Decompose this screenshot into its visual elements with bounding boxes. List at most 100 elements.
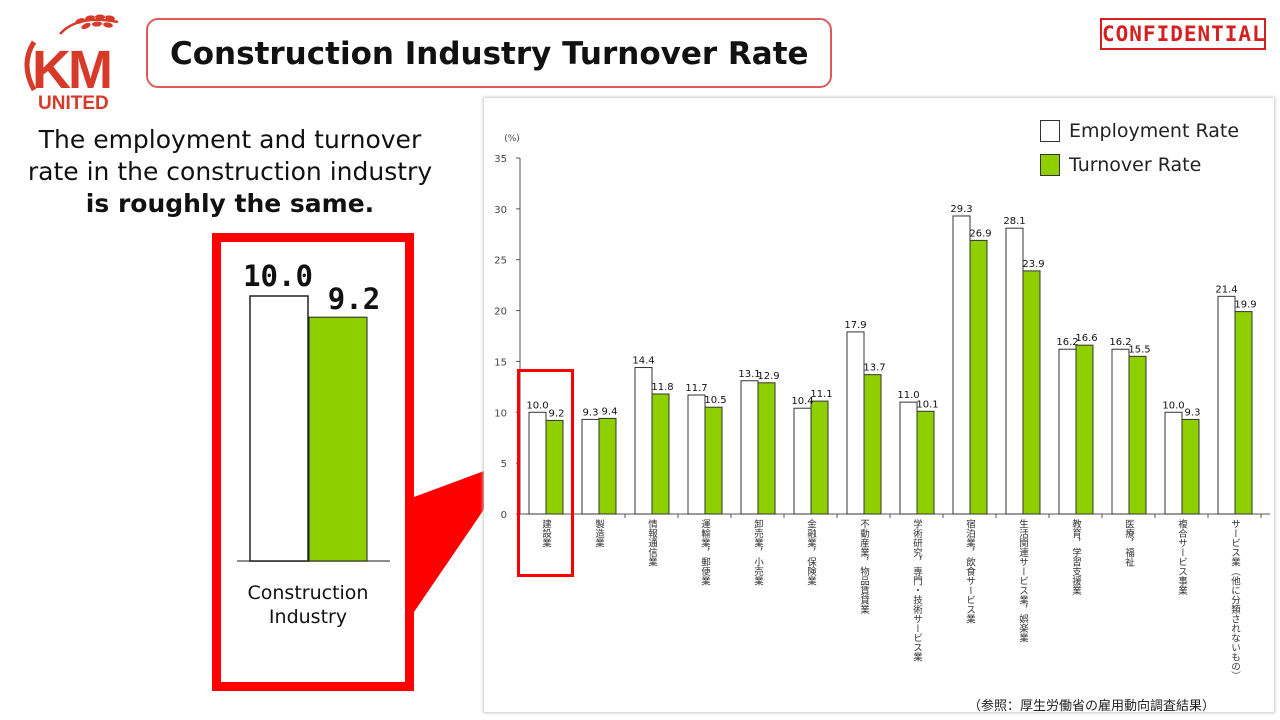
- y-tick-label: 25: [494, 256, 507, 267]
- data-label-turnover: 13.7: [863, 363, 885, 374]
- data-label-turnover: 26.9: [969, 228, 991, 239]
- data-label-employment: 16.2: [1056, 337, 1078, 348]
- category-label: 建設業: [540, 519, 551, 548]
- description: The employment and turnover rate in the …: [10, 124, 450, 220]
- category-label: 金融業，保険業: [805, 519, 816, 586]
- bar-turnover: [1234, 311, 1253, 515]
- zoom-chart: 10.0 9.2: [237, 259, 390, 562]
- category-label: 製造業: [593, 519, 604, 548]
- bar-employment: [899, 401, 918, 515]
- data-label-turnover: 9.2: [549, 408, 565, 419]
- legend-label-employment: Employment Rate: [1069, 120, 1240, 142]
- data-label-employment: 10.0: [526, 400, 548, 411]
- y-unit-label: (%): [504, 134, 520, 144]
- bar-employment: [1058, 348, 1077, 515]
- category-label: 卸売業，小売業: [752, 519, 763, 586]
- construction-highlight-box: [517, 369, 574, 577]
- data-label-turnover: 10.5: [704, 395, 726, 406]
- legend-swatch-employment: [1040, 120, 1060, 142]
- data-label-turnover: 9.3: [1185, 407, 1201, 418]
- data-label-turnover: 11.8: [651, 382, 673, 393]
- bar-turnover: [1181, 418, 1200, 515]
- y-tick-label: 30: [494, 205, 507, 216]
- bar-employment: [952, 215, 971, 515]
- y-tick-label: 20: [494, 307, 507, 318]
- bar-employment: [634, 367, 653, 515]
- bar-employment: [1217, 295, 1236, 515]
- zoom-employment-label: 10.0: [243, 259, 313, 293]
- description-line-2: rate in the construction industry: [27, 157, 433, 186]
- zoom-turnover-label: 9.2: [328, 282, 380, 316]
- bar-turnover: [916, 410, 935, 515]
- data-label-employment: 29.3: [950, 204, 972, 215]
- bar-turnover: [704, 406, 723, 515]
- bar-turnover: [1022, 270, 1041, 515]
- bar-turnover: [1128, 355, 1147, 515]
- category-label: 教育，学習支援業: [1070, 519, 1081, 595]
- km-united-logo: KM UNITED: [24, 14, 119, 114]
- category-label: 学術研究，専門・技術サービス業: [911, 519, 922, 662]
- data-label-turnover: 15.5: [1128, 344, 1150, 355]
- data-label-employment: 11.7: [685, 383, 707, 394]
- category-label: 運輸業，郵便業: [699, 519, 710, 586]
- bar-employment: [740, 380, 759, 515]
- data-label-employment: 28.1: [1003, 216, 1025, 227]
- category-label: 不動産業，物品賃貸業: [858, 519, 869, 614]
- logo-subtext: UNITED: [38, 93, 109, 114]
- legend-item-turnover: Turnover Rate: [1040, 148, 1239, 182]
- data-label-employment: 11.0: [897, 390, 919, 401]
- data-label-turnover: 9.4: [602, 406, 618, 417]
- logo-letters: KM: [32, 40, 110, 100]
- confidential-badge: CONFIDENTIAL: [1100, 18, 1266, 50]
- bar-turnover: [863, 374, 882, 515]
- data-label-employment: 21.4: [1215, 284, 1237, 295]
- bar-employment: [846, 331, 865, 515]
- data-label-employment: 9.3: [583, 407, 599, 418]
- zoom-turnover-bar: [308, 316, 368, 562]
- data-label-turnover: 12.9: [757, 371, 779, 382]
- bar-turnover: [545, 419, 564, 515]
- bar-employment: [1111, 348, 1130, 515]
- legend-label-turnover: Turnover Rate: [1069, 154, 1202, 176]
- legend-item-employment: Employment Rate: [1040, 114, 1239, 148]
- data-label-employment: 10.4: [791, 396, 813, 407]
- legend-swatch-turnover: [1040, 154, 1060, 176]
- data-label-turnover: 23.9: [1022, 259, 1044, 270]
- category-label: 宿泊業，飲食サービス業: [964, 519, 975, 624]
- category-label: 複合サービス事業: [1176, 519, 1187, 595]
- data-label-turnover: 19.9: [1234, 300, 1256, 311]
- zoom-employment-bar: [249, 295, 309, 562]
- y-tick-label: 35: [494, 154, 507, 165]
- source-note: （参照：厚生労働省の雇用動向調査結果）: [968, 699, 1216, 714]
- bar-turnover: [598, 417, 617, 515]
- zoom-category-label: Construction Industry: [247, 582, 369, 628]
- data-label-turnover: 16.6: [1075, 333, 1097, 344]
- bar-turnover: [810, 400, 829, 515]
- data-label-employment: 17.9: [844, 320, 866, 331]
- bar-employment: [581, 418, 600, 515]
- y-tick-label: 0: [501, 510, 507, 521]
- data-label-employment: 16.2: [1109, 337, 1131, 348]
- data-label-turnover: 10.1: [916, 399, 938, 410]
- data-label-employment: 14.4: [632, 356, 654, 367]
- bar-employment: [687, 394, 706, 515]
- description-line-3: is roughly the same.: [85, 189, 375, 218]
- bar-turnover: [1075, 344, 1094, 515]
- page-title: Construction Industry Turnover Rate: [170, 36, 809, 72]
- y-tick-label: 15: [494, 357, 507, 368]
- data-label-employment: 10.0: [1162, 400, 1184, 411]
- bar-employment: [1005, 227, 1024, 515]
- category-label: 生活関連サービス業，娯楽業: [1017, 519, 1028, 643]
- bar-employment: [793, 407, 812, 515]
- title-box: Construction Industry Turnover Rate: [146, 18, 832, 88]
- category-label: サービス業（他に分類されないもの）: [1229, 519, 1240, 681]
- description-line-1: The employment and turnover: [38, 125, 422, 154]
- chart-legend: Employment Rate Turnover Rate: [1040, 114, 1239, 182]
- category-label: 医療，福祉: [1123, 519, 1134, 567]
- category-label: 情報通信業: [646, 519, 657, 567]
- y-tick-label: 5: [501, 459, 507, 470]
- data-label-employment: 13.1: [738, 369, 760, 380]
- bar-employment: [1164, 411, 1183, 515]
- bar-turnover: [757, 382, 776, 515]
